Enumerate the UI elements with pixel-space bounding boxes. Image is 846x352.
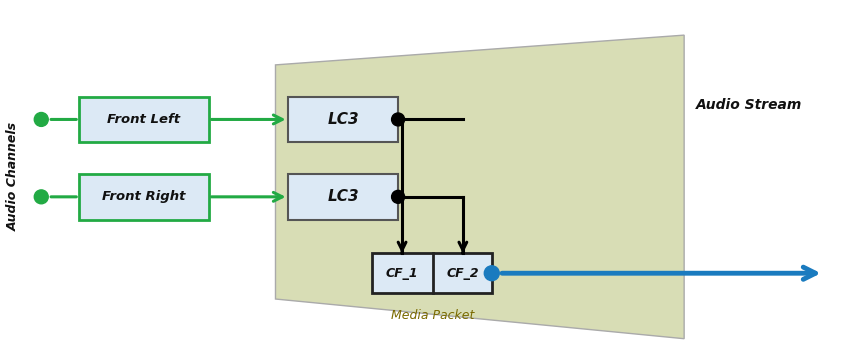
FancyBboxPatch shape [80,97,209,142]
FancyBboxPatch shape [288,97,398,142]
Text: CF_2: CF_2 [447,267,479,280]
Circle shape [35,190,48,204]
Text: CF_1: CF_1 [386,267,419,280]
FancyBboxPatch shape [80,174,209,220]
Text: Media Packet: Media Packet [391,309,474,322]
Circle shape [392,190,404,203]
Text: Audio Channels: Audio Channels [7,121,19,231]
Polygon shape [276,35,684,339]
Text: LC3: LC3 [327,112,359,127]
Text: Front Left: Front Left [107,113,180,126]
Text: Audio Stream: Audio Stream [695,98,802,112]
Circle shape [35,113,48,126]
FancyBboxPatch shape [288,174,398,220]
Text: Front Right: Front Right [102,190,185,203]
FancyBboxPatch shape [372,253,492,293]
Circle shape [484,266,499,281]
Text: LC3: LC3 [327,189,359,204]
Circle shape [392,113,404,126]
